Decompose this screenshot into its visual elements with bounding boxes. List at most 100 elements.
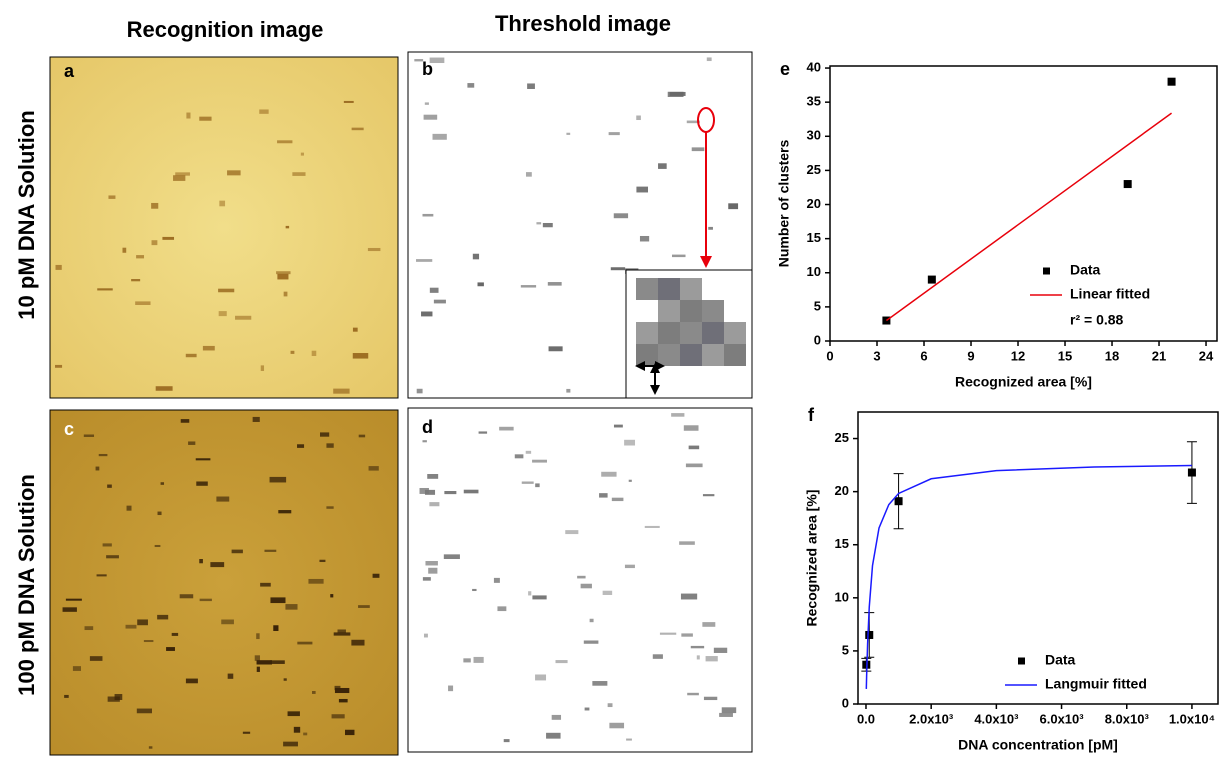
plot-frame xyxy=(858,412,1218,704)
spot xyxy=(609,132,620,135)
spot xyxy=(353,328,358,332)
spot xyxy=(352,128,364,131)
spot xyxy=(256,633,259,639)
panel-label: e xyxy=(780,59,790,79)
spot xyxy=(186,354,197,357)
spot xyxy=(636,187,648,193)
spot xyxy=(691,646,704,648)
spot xyxy=(416,259,432,262)
spot xyxy=(339,699,348,702)
spot xyxy=(614,425,623,428)
spot xyxy=(122,248,126,253)
spot xyxy=(333,389,349,394)
spot xyxy=(90,656,103,661)
spot xyxy=(320,432,329,436)
spot xyxy=(444,554,460,559)
spot xyxy=(210,562,224,567)
spot xyxy=(706,656,718,661)
spot xyxy=(353,353,368,359)
spot xyxy=(609,723,624,729)
annotation: r² = 0.88 xyxy=(1070,312,1124,328)
spot xyxy=(64,695,69,698)
spot xyxy=(428,568,437,574)
y-tick-label: 20 xyxy=(835,483,849,498)
spot xyxy=(368,248,381,251)
x-tick-label: 2.0x10³ xyxy=(909,711,954,726)
row-title: 10 pM DNA Solution xyxy=(14,110,39,319)
spot xyxy=(532,460,547,463)
spot xyxy=(115,694,123,700)
spot xyxy=(592,681,607,686)
pixel xyxy=(680,278,702,300)
y-tick-label: 15 xyxy=(835,536,849,551)
spot xyxy=(294,727,300,733)
pixel xyxy=(636,322,658,344)
spot xyxy=(84,434,94,436)
spot xyxy=(308,579,323,584)
spot xyxy=(255,655,260,661)
panel-label: d xyxy=(422,417,433,437)
spot xyxy=(97,574,107,576)
y-tick-label: 30 xyxy=(807,128,821,143)
spot xyxy=(63,607,77,612)
spot xyxy=(532,595,546,599)
panel-label: f xyxy=(808,405,815,425)
spot xyxy=(479,431,488,433)
fit-line xyxy=(866,466,1192,689)
spot xyxy=(714,648,727,653)
spot xyxy=(144,640,154,642)
point xyxy=(1188,469,1196,477)
spot xyxy=(278,510,291,513)
spot xyxy=(276,271,290,274)
spot xyxy=(423,577,431,581)
spot xyxy=(199,117,211,121)
spot xyxy=(660,633,676,635)
spot xyxy=(584,640,599,643)
spot xyxy=(188,441,195,444)
point xyxy=(928,276,936,284)
spot xyxy=(351,640,364,646)
spot xyxy=(270,597,285,603)
panel-label: b xyxy=(422,59,433,79)
spot xyxy=(702,622,715,627)
spot xyxy=(312,351,317,356)
spot xyxy=(196,458,211,460)
spot xyxy=(565,530,578,534)
legend-label: Data xyxy=(1045,652,1076,668)
x-tick-label: 4.0x10³ xyxy=(974,711,1019,726)
spot xyxy=(515,454,524,458)
pixel xyxy=(658,322,680,344)
spot xyxy=(671,413,684,417)
spot xyxy=(522,481,534,483)
spot xyxy=(433,134,447,140)
y-tick-label: 10 xyxy=(835,589,849,604)
spot xyxy=(219,201,225,207)
afm-image xyxy=(50,57,398,398)
spot xyxy=(338,629,346,632)
spot xyxy=(297,642,312,645)
spot xyxy=(611,267,625,270)
spot xyxy=(535,674,546,680)
spot xyxy=(603,591,613,595)
y-tick-label: 0 xyxy=(814,332,821,347)
spot xyxy=(181,419,190,423)
spot xyxy=(326,443,333,447)
spot xyxy=(291,351,295,354)
spot xyxy=(286,226,289,228)
spot xyxy=(566,389,570,393)
spot xyxy=(107,485,112,488)
spot xyxy=(625,565,635,568)
spot xyxy=(301,153,304,156)
pixel xyxy=(680,322,702,344)
spot xyxy=(369,466,379,471)
y-tick-label: 25 xyxy=(807,162,821,177)
legend-swatch xyxy=(1018,658,1025,665)
scale-label: 1.9 nm xyxy=(664,368,713,385)
spot xyxy=(103,543,112,546)
spot xyxy=(55,365,62,368)
spot xyxy=(303,733,307,736)
spot xyxy=(173,175,185,181)
spot xyxy=(543,223,553,227)
spot xyxy=(158,512,162,515)
x-tick-label: 3 xyxy=(873,348,880,363)
